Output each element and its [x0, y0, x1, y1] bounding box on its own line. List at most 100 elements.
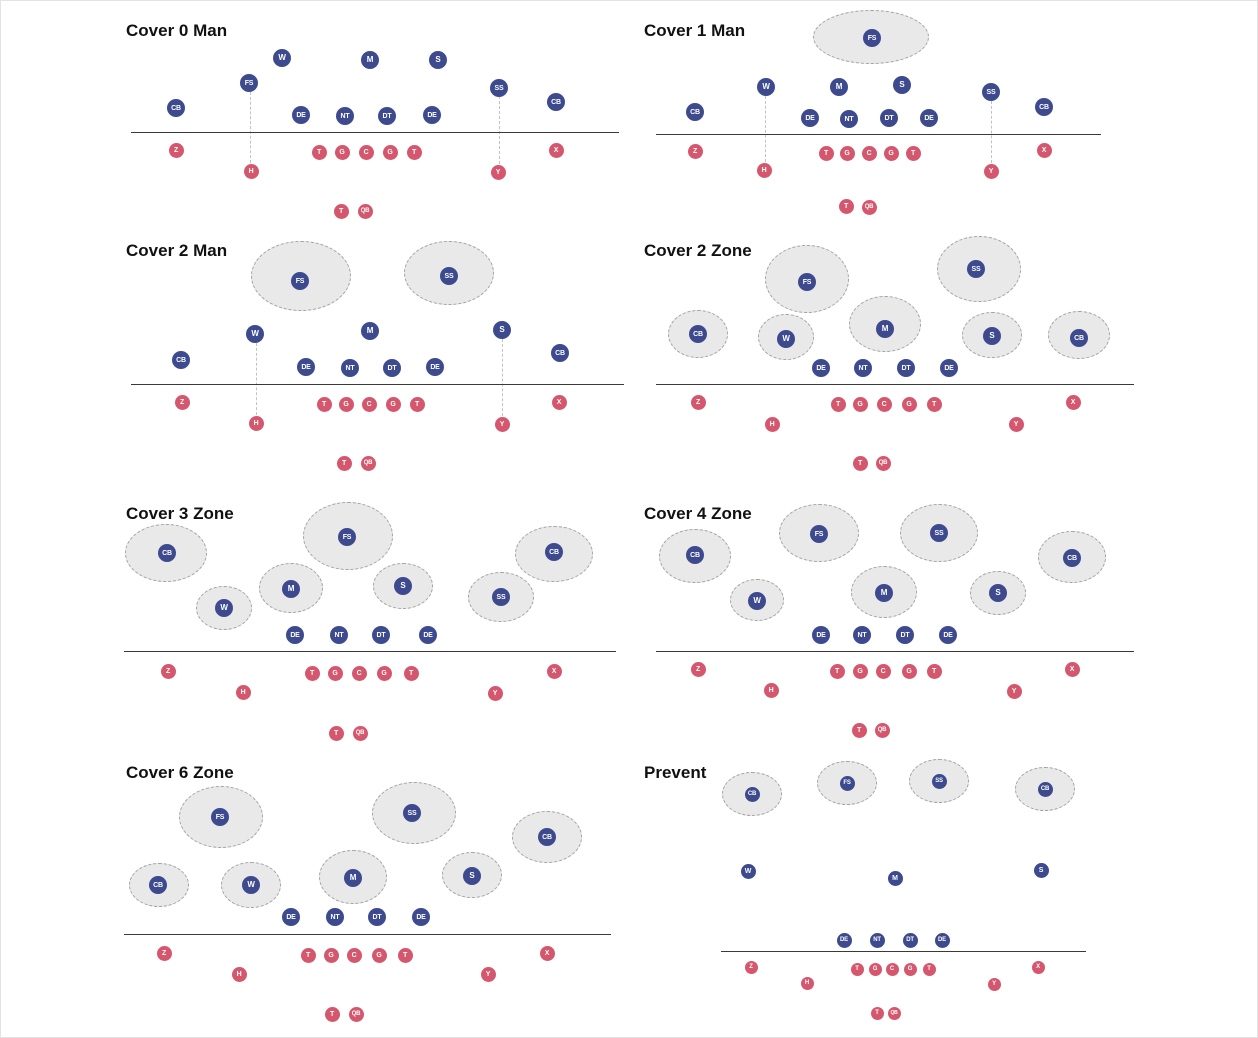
player-marker-defense: W [748, 592, 766, 610]
player-marker-offense: C [361, 396, 377, 412]
player-marker-offense: QB [861, 199, 877, 215]
player-marker-defense: S [1033, 862, 1049, 878]
line-of-scrimmage [656, 651, 1134, 652]
player-marker-defense: CB [158, 544, 176, 562]
panel-title: Cover 6 Zone [126, 763, 234, 782]
player-marker-offense: C [346, 947, 362, 963]
player-marker-offense: T [406, 144, 422, 160]
player-marker-defense: DE [292, 106, 310, 124]
player-marker-defense: DE [297, 358, 315, 376]
line-of-scrimmage [656, 384, 1134, 385]
player-marker-offense: H [763, 682, 779, 698]
player-marker-offense: Y [487, 685, 503, 701]
player-marker-defense: CB [686, 546, 704, 564]
player-marker-offense: T [838, 198, 854, 214]
player-marker-defense: S [493, 321, 511, 339]
player-marker-offense: G [327, 665, 343, 681]
player-marker-defense: W [777, 330, 795, 348]
player-marker-offense: T [397, 947, 413, 963]
player-marker-offense: Y [490, 164, 506, 180]
man-coverage-line [499, 96, 500, 164]
player-marker-offense: T [324, 1006, 340, 1022]
player-marker-defense: M [830, 78, 848, 96]
player-marker-offense: Y [480, 966, 496, 982]
player-marker-defense: CB [1035, 98, 1053, 116]
player-marker-offense: G [839, 145, 855, 161]
player-marker-defense: CB [1063, 549, 1081, 567]
player-marker-offense: T [300, 947, 316, 963]
zone-ellipse [319, 850, 387, 904]
player-marker-offense: Z [690, 394, 706, 410]
player-marker-defense: DE [286, 626, 304, 644]
player-marker-defense: DE [426, 358, 444, 376]
player-marker-offense: Z [168, 142, 184, 158]
player-marker-defense: SS [930, 524, 948, 542]
player-marker-offense: QB [875, 455, 891, 471]
player-marker-offense: T [926, 396, 942, 412]
player-marker-defense: DT [378, 107, 396, 125]
player-marker-defense: CB [689, 325, 707, 343]
player-marker-defense: NT [341, 359, 359, 377]
panel-title: Cover 2 Man [126, 241, 228, 260]
player-marker-offense: T [316, 396, 332, 412]
player-marker-defense: DE [812, 359, 830, 377]
player-marker-defense: M [361, 322, 379, 340]
player-marker-defense: FS [810, 525, 828, 543]
player-marker-offense: Z [687, 143, 703, 159]
player-marker-offense: QB [874, 722, 890, 738]
player-marker-defense: CB [545, 543, 563, 561]
player-marker-offense: T [870, 1006, 884, 1020]
player-marker-offense: QB [352, 725, 368, 741]
player-marker-offense: T [830, 396, 846, 412]
player-marker-offense: T [409, 396, 425, 412]
player-marker-offense: T [926, 663, 942, 679]
player-marker-offense: X [548, 142, 564, 158]
player-marker-defense: SS [440, 267, 458, 285]
player-marker-offense: T [311, 144, 327, 160]
player-marker-defense: DE [934, 932, 950, 948]
player-marker-offense: X [1064, 661, 1080, 677]
player-marker-defense: W [246, 325, 264, 343]
player-marker-defense: NT [330, 626, 348, 644]
player-marker-defense: SS [492, 588, 510, 606]
player-marker-offense: Y [1006, 683, 1022, 699]
player-marker-offense: G [376, 665, 392, 681]
player-marker-offense: T [829, 663, 845, 679]
line-of-scrimmage [656, 134, 1101, 135]
player-marker-defense: W [273, 49, 291, 67]
player-marker-offense: X [539, 945, 555, 961]
player-marker-defense: FS [839, 775, 855, 791]
zone-ellipse [372, 782, 456, 844]
player-marker-offense: X [546, 663, 562, 679]
player-marker-offense: G [323, 947, 339, 963]
panel-title: Cover 0 Man [126, 21, 228, 40]
player-marker-offense: C [885, 962, 899, 976]
player-marker-defense: M [875, 584, 893, 602]
player-marker-offense: Z [690, 661, 706, 677]
player-marker-defense: DT [897, 359, 915, 377]
player-marker-defense: DT [896, 626, 914, 644]
player-marker-defense: DE [940, 359, 958, 377]
player-marker-defense: SS [982, 83, 1000, 101]
player-marker-offense: Z [160, 663, 176, 679]
line-of-scrimmage [131, 132, 619, 133]
zone-ellipse [849, 296, 921, 352]
player-marker-offense: T [403, 665, 419, 681]
player-marker-offense: H [800, 976, 814, 990]
player-marker-defense: DE [419, 626, 437, 644]
player-marker-offense: T [333, 203, 349, 219]
player-marker-defense: CB [167, 99, 185, 117]
player-marker-offense: QB [887, 1006, 901, 1020]
player-marker-defense: S [983, 327, 1001, 345]
player-marker-defense: DT [368, 908, 386, 926]
player-marker-defense: M [344, 869, 362, 887]
player-marker-defense: W [215, 599, 233, 617]
player-marker-offense: H [756, 162, 772, 178]
player-marker-offense: C [876, 396, 892, 412]
player-marker-defense: M [361, 51, 379, 69]
player-marker-defense: CB [149, 876, 167, 894]
player-marker-offense: Y [983, 163, 999, 179]
man-coverage-line [991, 101, 992, 163]
player-marker-offense: G [852, 396, 868, 412]
player-marker-defense: W [757, 78, 775, 96]
